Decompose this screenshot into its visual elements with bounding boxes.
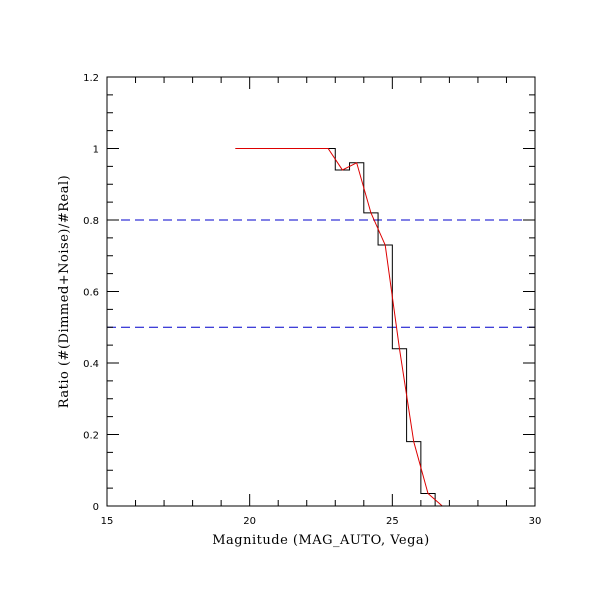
x-tick-label: 30 — [529, 516, 542, 527]
y-tick-label: 0.4 — [83, 359, 99, 370]
x-axis-title: Magnitude (MAG_AUTO, Vega) — [212, 533, 430, 548]
plot-frame — [106, 76, 536, 507]
y-axis-title: Ratio (#(Dimmed+Noise)/#Real) — [57, 175, 72, 408]
y-tick-label: 1 — [93, 145, 99, 156]
x-tick-label: 25 — [386, 516, 399, 527]
x-tick-label: 15 — [101, 516, 114, 527]
completeness-curve-line — [235, 148, 535, 507]
y-tick-label: 0.6 — [83, 288, 99, 299]
plot-area — [107, 148, 535, 507]
y-tick-label: 0.2 — [83, 431, 99, 442]
y-tick-label: 1.2 — [83, 73, 99, 84]
y-tick-label: 0.8 — [83, 216, 99, 227]
x-tick-label: 20 — [243, 516, 256, 527]
axes: 15 20 25 30 0 0.2 0.4 0.6 0.8 1 1.2 — [83, 73, 541, 527]
y-tick-label: 0 — [93, 502, 99, 513]
